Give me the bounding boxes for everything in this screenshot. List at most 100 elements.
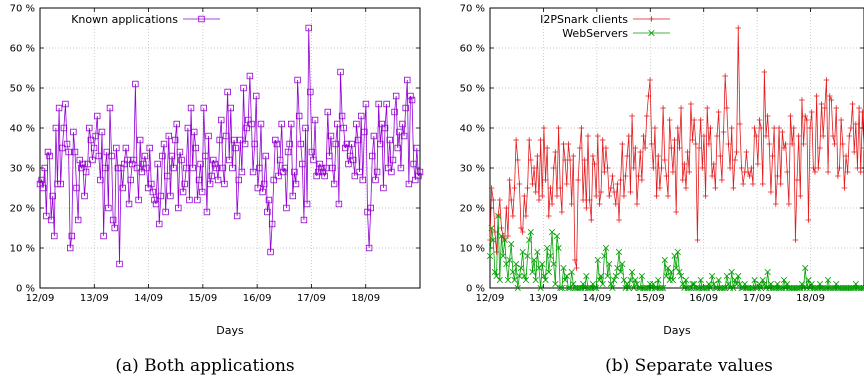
data-point [664,264,672,272]
data-point [129,160,136,168]
data-point [625,284,632,292]
data-point [792,237,799,243]
data-point [47,216,55,224]
data-point [651,284,659,292]
y-tick-label: 60 % [10,44,35,55]
data-point [748,284,755,292]
data-point [761,280,768,288]
data-point [736,280,743,288]
data-point [542,276,549,284]
data-point [852,280,859,288]
data-point [694,237,701,243]
data-point [673,264,680,272]
data-point [861,145,864,151]
data-point [589,280,596,288]
data-point [183,164,190,172]
data-point [534,153,541,159]
data-point [396,128,403,136]
data-point [575,177,581,183]
data-point [246,72,254,80]
data-point [372,176,379,184]
data-point [226,156,233,164]
data-point [666,117,673,123]
data-point [560,264,567,272]
data-point [517,264,525,272]
data-point [70,128,77,136]
data-point [146,144,153,152]
data-point [213,164,220,172]
data-point [43,212,50,220]
data-point [737,121,743,127]
data-point [720,284,727,292]
data-point [532,189,539,195]
data-point [745,169,751,175]
data-point [503,205,510,211]
data-point [573,265,580,271]
data-point [108,152,115,160]
data-point [843,153,849,159]
figure-caption: (b) Separate values [605,356,773,376]
data-point [176,148,184,156]
y-tick-label: 30 % [460,164,485,175]
data-point [132,80,139,88]
data-point [802,113,809,119]
data-point [536,197,542,203]
data-point [853,121,859,127]
data-point [813,93,820,99]
data-point [576,284,583,292]
data-point [661,256,668,264]
data-point [694,284,701,292]
data-point [615,248,623,256]
data-point [777,284,784,292]
data-point [550,260,557,268]
data-point [291,168,298,176]
data-point [802,264,809,272]
data-point [606,193,613,199]
data-point [786,201,792,207]
data-point [776,125,782,131]
data-point [759,276,766,284]
data-point [501,236,508,244]
data-point [585,133,591,139]
data-point [327,132,335,140]
data-point [807,125,813,131]
data-point [154,160,161,168]
data-point [362,100,370,108]
data-point [678,272,685,280]
data-point [655,276,662,284]
data-point [509,268,516,276]
data-point [224,88,231,96]
data-point [558,284,565,292]
data-point [380,184,387,192]
data-point [565,284,572,292]
data-point [692,141,699,147]
data-point [821,284,828,292]
data-point [756,117,763,123]
y-tick-label: 40 % [460,124,485,135]
data-point [755,161,761,167]
data-point [498,232,505,240]
data-point [94,112,101,120]
data-point [714,133,720,139]
data-point [722,73,728,79]
data-point [243,124,250,132]
data-point [787,113,794,119]
data-point [410,160,417,168]
data-point [272,136,279,144]
data-point [503,260,510,268]
data-point [251,140,258,148]
data-point [769,153,776,159]
legend-marker [648,16,655,22]
data-point [771,284,778,292]
data-point [764,268,771,276]
data-point [820,133,826,139]
data-point [534,248,541,256]
data-point [841,185,848,191]
data-point [173,120,180,128]
data-point [555,244,562,252]
x-tick-label: 18/09 [796,293,825,304]
data-point [197,160,204,168]
data-point [230,136,238,144]
data-point [148,180,155,188]
data-point [719,177,725,183]
